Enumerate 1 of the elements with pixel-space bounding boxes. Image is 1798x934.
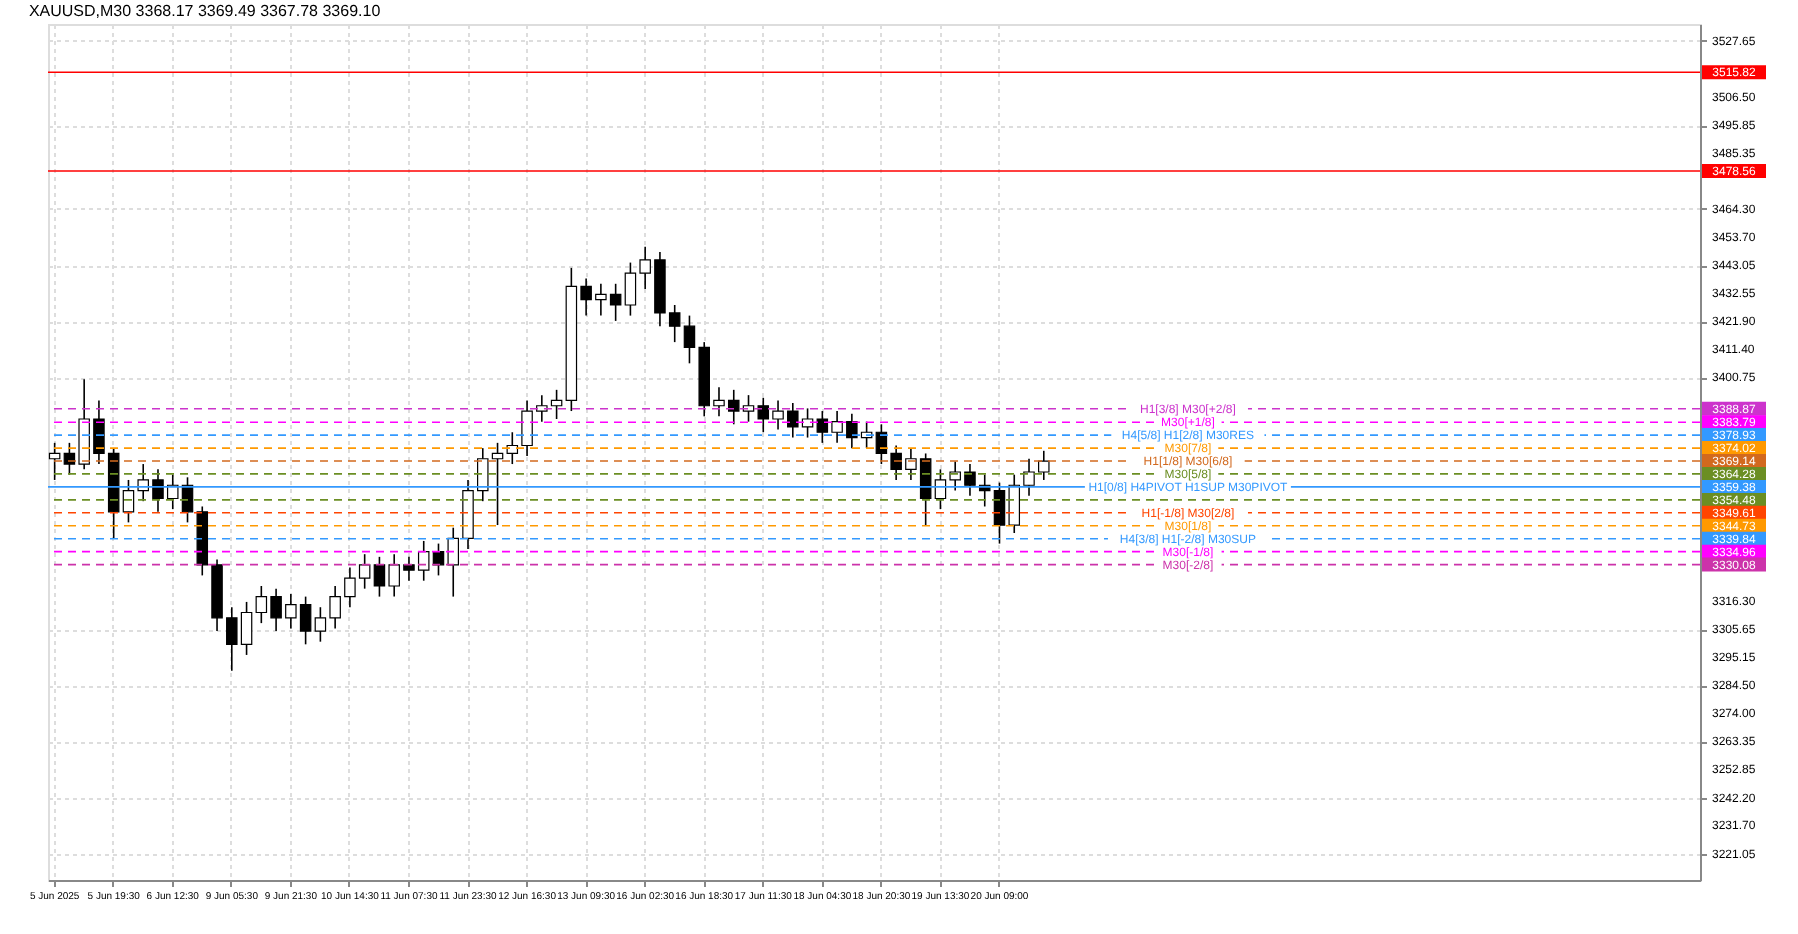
chart-title: XAUUSD,M30 3368.17 3369.49 3367.78 3369.10 bbox=[28, 2, 382, 20]
